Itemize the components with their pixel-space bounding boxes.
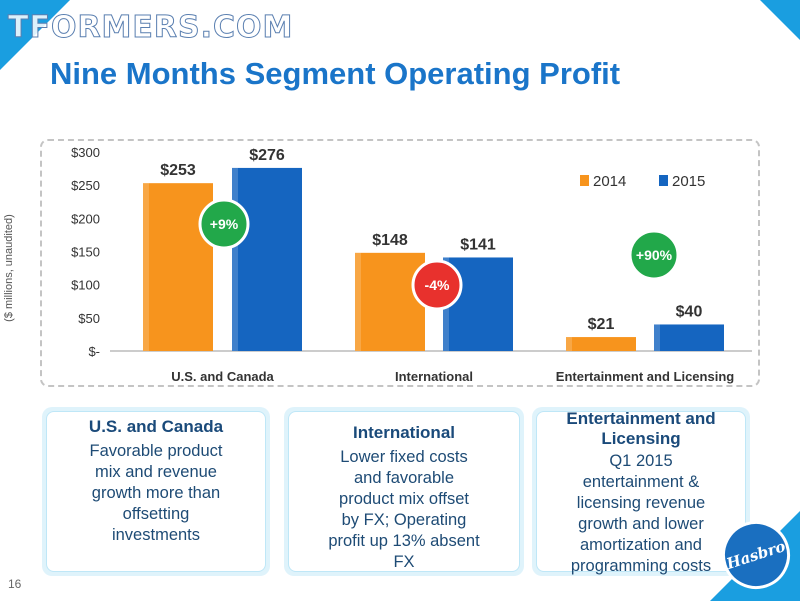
bar-2014: [143, 183, 213, 351]
data-label: $253: [160, 162, 196, 179]
card-inner: [288, 411, 520, 572]
bar-highlight: [654, 324, 660, 351]
y-tick-label: $150: [71, 245, 100, 260]
legend-swatch-2014: [580, 175, 589, 186]
data-label: $21: [588, 316, 615, 333]
x-tick-label: U.S. and Canada: [171, 369, 274, 384]
bar-highlight: [232, 167, 238, 351]
card-line: programming costs: [570, 557, 712, 575]
bar-highlight: [143, 183, 149, 351]
card-title: Entertainment and Licensing: [532, 409, 750, 449]
card-entertainment-licensing: Entertainment and Licensing Q1 2015 ente…: [532, 407, 750, 576]
page-title: Nine Months Segment Operating Profit: [50, 56, 621, 91]
card-line: amortization and: [580, 536, 702, 554]
card-line: Q1 2015: [609, 452, 673, 470]
card-line: growth more than: [91, 484, 221, 502]
bar-2014: [355, 252, 425, 351]
data-label: $148: [372, 232, 408, 249]
page-number: 16: [8, 577, 22, 591]
y-tick-label: $-: [88, 344, 100, 359]
change-badge: [198, 198, 250, 250]
card-text: Q1 2015 entertainment & licensing revenu…: [532, 451, 750, 577]
y-tick-label: $300: [71, 145, 100, 160]
chart-frame: [40, 139, 760, 387]
card-line: FX: [393, 553, 415, 571]
corner-decoration-top-right: [760, 0, 800, 40]
card-title: International: [352, 423, 455, 442]
data-label: $276: [249, 147, 285, 164]
card-us-canada: U.S. and Canada Favorable product mix an…: [42, 407, 270, 576]
card-line: Lower fixed costs: [340, 448, 468, 466]
corner-decoration-top-left: [0, 0, 70, 70]
card-text: Lower fixed costs and favorable product …: [284, 447, 524, 573]
change-badge-label: +9%: [210, 216, 239, 232]
bar-2015: [654, 324, 724, 351]
card-line: investments: [111, 526, 201, 544]
x-tick-label: International: [395, 369, 473, 384]
card-line: entertainment &: [582, 473, 700, 491]
bar-2015: [232, 167, 302, 351]
x-tick-label: Entertainment and Licensing: [556, 369, 734, 384]
card-title: U.S. and Canada: [88, 417, 224, 436]
card-line: licensing revenue: [576, 494, 706, 512]
card-line: mix and revenue: [95, 463, 217, 481]
bar-highlight: [355, 252, 361, 351]
card-inner: [46, 411, 266, 572]
watermark: TFORMERS.COM: [7, 10, 294, 46]
bar-2014: [566, 337, 636, 351]
change-badge-label: -4%: [425, 277, 450, 293]
change-badge: [628, 229, 680, 281]
card-inner: [536, 411, 746, 572]
y-tick-label: $200: [71, 211, 100, 226]
card-line: offsetting: [122, 505, 190, 523]
legend-label: 2015: [672, 173, 705, 190]
change-badge: [411, 259, 463, 311]
card-line: growth and lower: [578, 515, 704, 533]
legend-swatch-2015: [659, 175, 668, 186]
card-title-line: Entertainment and: [566, 409, 716, 428]
legend-label: 2014: [593, 173, 626, 190]
card-line: Favorable product: [89, 442, 223, 460]
y-tick-label: $50: [78, 311, 100, 326]
card-line: profit up 13% absent: [328, 532, 480, 550]
card-international: International Lower fixed costs and favo…: [284, 407, 524, 576]
card-line: and favorable: [354, 469, 454, 487]
logo-text: Hasbro: [724, 537, 788, 573]
bar-highlight: [566, 337, 572, 351]
data-label: $40: [676, 303, 703, 320]
y-tick-label: $100: [71, 278, 100, 293]
y-tick-label: $250: [71, 178, 100, 193]
card-text: Favorable product mix and revenue growth…: [42, 441, 270, 546]
card-line: by FX; Operating: [341, 511, 467, 529]
card-title-line: Licensing: [601, 429, 681, 448]
card-line: product mix offset: [339, 490, 469, 508]
data-label: $141: [460, 236, 496, 253]
change-badge-label: +90%: [636, 247, 673, 263]
